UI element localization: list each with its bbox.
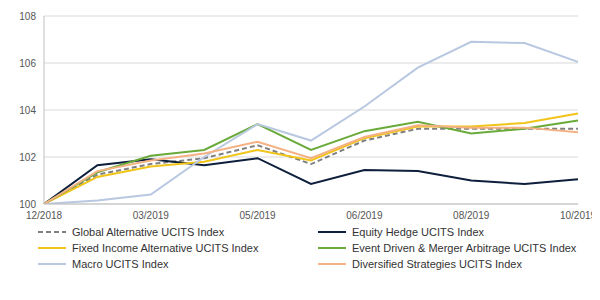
html-text:Macro UCITS Index: Macro UCITS Index <box>72 258 169 270</box>
html-text:Event Driven & Merger Arbitrag: Event Driven & Merger Arbitrage UCITS In… <box>352 242 577 254</box>
svg-text:05/2019: 05/2019 <box>240 210 277 221</box>
svg-text:06/2019: 06/2019 <box>346 210 383 221</box>
html-text:Diversified Strategies UCITS I: Diversified Strategies UCITS Index <box>352 258 522 270</box>
html-text:Equity Hedge UCITS Index: Equity Hedge UCITS Index <box>352 226 485 238</box>
svg-text:08/2019: 08/2019 <box>453 210 490 221</box>
html-text:Global Alternative UCITS Index: Global Alternative UCITS Index <box>72 226 225 238</box>
svg-text:108: 108 <box>19 11 36 22</box>
svg-text:102: 102 <box>19 152 36 163</box>
svg-text:03/2019: 03/2019 <box>133 210 170 221</box>
html-text:Fixed Income Alternative UCITS: Fixed Income Alternative UCITS Index <box>72 242 259 254</box>
svg-text:106: 106 <box>19 58 36 69</box>
svg-text:104: 104 <box>19 105 36 116</box>
svg-text:100: 100 <box>19 199 36 210</box>
svg-text:10/2019: 10/2019 <box>560 210 592 221</box>
svg-text:12/2018: 12/2018 <box>26 210 63 221</box>
